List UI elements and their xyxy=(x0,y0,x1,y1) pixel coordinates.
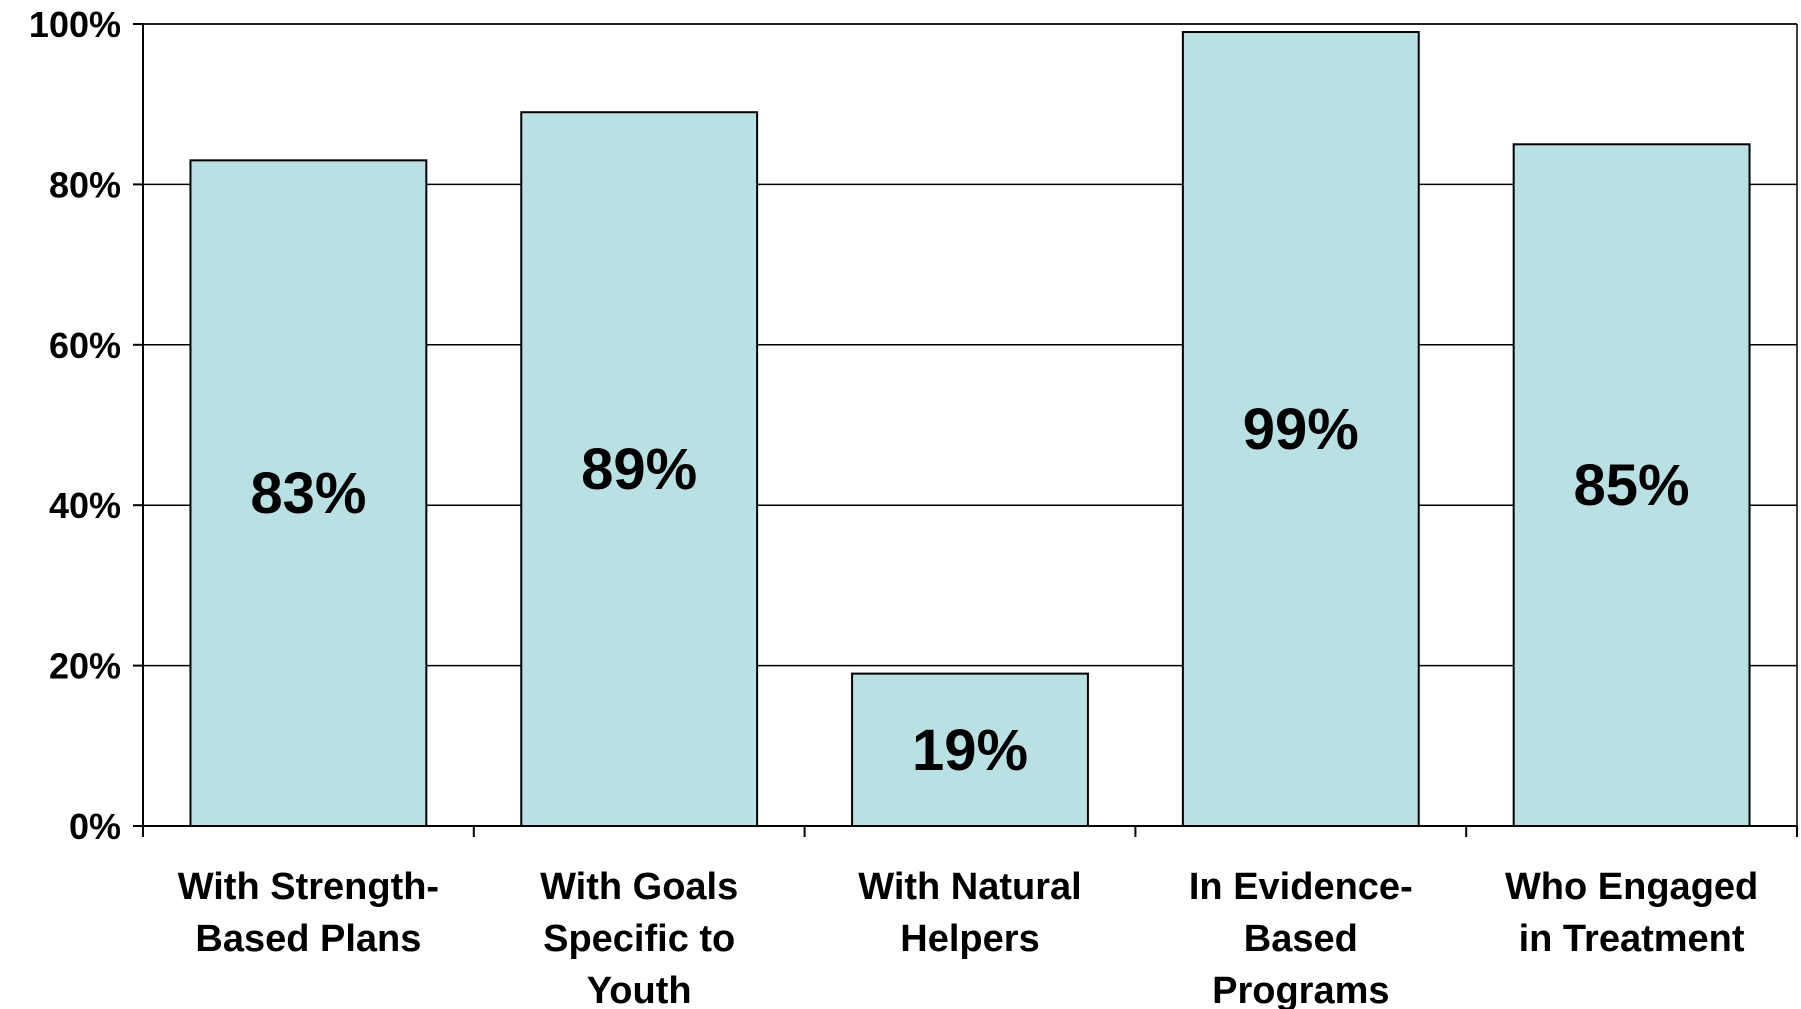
y-tick-label: 80% xyxy=(49,164,121,205)
data-labels: 83% 89% 19% 99% 85% xyxy=(250,397,1689,783)
category-label-line: Specific to xyxy=(543,918,735,960)
category-label-line: in Treatment xyxy=(1519,918,1745,960)
category-label: With Goals Specific to Youth xyxy=(540,866,738,1009)
category-label: In Evidence- Based Programs xyxy=(1189,866,1413,1009)
x-category-labels: With Strength- Based Plans With Goals Speci… xyxy=(178,866,1759,1009)
bar xyxy=(1181,31,1420,827)
category-label-line: Based xyxy=(1244,918,1358,960)
y-tick-labels: 0% 20% 40% 60% 80% 100% xyxy=(29,4,121,847)
y-tick-label: 60% xyxy=(49,325,121,366)
bar xyxy=(189,159,428,827)
category-label-line: With Natural xyxy=(858,866,1081,908)
category-label-line: Programs xyxy=(1212,970,1389,1009)
bar xyxy=(520,111,759,828)
data-label: 85% xyxy=(1574,453,1690,518)
category-label-line: Youth xyxy=(587,970,692,1009)
y-tick-label: 20% xyxy=(49,646,121,687)
category-label-line: With Strength- xyxy=(178,866,439,908)
data-label: 83% xyxy=(250,461,366,526)
category-label-line: Helpers xyxy=(900,918,1039,960)
category-label: Who Engaged in Treatment xyxy=(1505,866,1758,960)
category-label-line: In Evidence- xyxy=(1189,866,1413,908)
category-label-line: With Goals xyxy=(540,866,738,908)
bar xyxy=(851,672,1089,827)
axes xyxy=(133,23,1798,837)
bar xyxy=(1512,143,1751,828)
category-label: With Strength- Based Plans xyxy=(178,866,439,960)
y-tick-label: 100% xyxy=(29,4,121,45)
data-label: 19% xyxy=(912,718,1028,783)
bars xyxy=(189,31,1751,828)
category-label-line: Based Plans xyxy=(195,918,421,960)
y-tick-label: 40% xyxy=(49,485,121,526)
category-label-line: Who Engaged xyxy=(1505,866,1758,908)
data-label: 89% xyxy=(581,437,697,502)
category-label: With Natural Helpers xyxy=(858,866,1081,960)
y-tick-label: 0% xyxy=(69,806,121,847)
data-label: 99% xyxy=(1243,397,1359,462)
